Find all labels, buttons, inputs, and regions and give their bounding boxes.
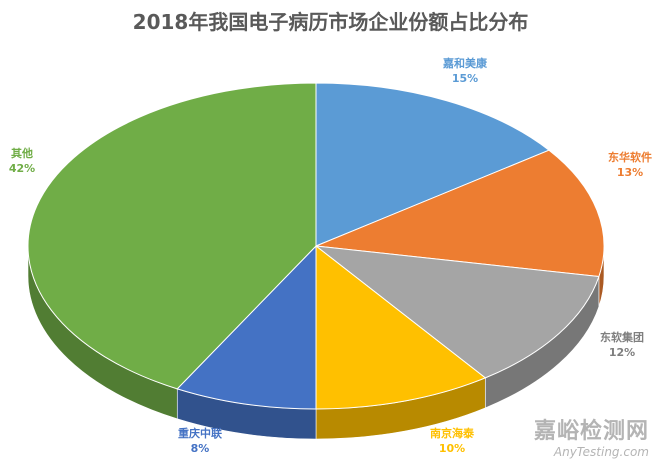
slice-label-chongqing: 重庆中联 8% <box>160 426 240 456</box>
slice-label-percent: 8% <box>190 442 210 455</box>
pie-slice-4 <box>176 244 317 410</box>
slice-label-percent: 15% <box>451 72 479 85</box>
slice-label-nanjing: 南京海泰 10% <box>412 426 492 456</box>
chart-title: 2018年我国电子病历市场企业份额占比分布 <box>132 10 529 34</box>
slice-label-name: 嘉和美康 <box>443 57 487 70</box>
slice-label-name: 东华软件 <box>608 151 652 164</box>
slice-label-name: 南京海泰 <box>430 427 474 440</box>
pie-slice-3 <box>315 244 487 410</box>
pie-slice-1 <box>315 149 605 278</box>
slice-label-dongruan: 东软集团 12% <box>586 330 658 360</box>
watermark: 嘉峪检测网 AnyTesting.com <box>534 413 649 459</box>
slice-label-percent: 42% <box>8 162 36 175</box>
slice-label-percent: 10% <box>438 442 466 455</box>
slice-label-percent: 13% <box>616 166 644 179</box>
slice-label-name: 重庆中联 <box>178 427 222 440</box>
pie-slice-2 <box>314 245 600 379</box>
pie-slice-5 <box>27 82 317 390</box>
watermark-text: 嘉峪检测网 <box>533 419 649 444</box>
slice-label-name: 东软集团 <box>600 331 644 344</box>
watermark-url: AnyTesting.com <box>553 445 649 459</box>
slice-label-other: 其他 42% <box>2 146 42 176</box>
slice-label-percent: 12% <box>608 346 636 359</box>
pie-slice-0 <box>315 82 550 247</box>
slice-label-name: 其他 <box>11 147 33 160</box>
slice-label-jiahe: 嘉和美康 15% <box>425 56 505 86</box>
slice-label-donghua: 东华软件 13% <box>590 150 661 180</box>
